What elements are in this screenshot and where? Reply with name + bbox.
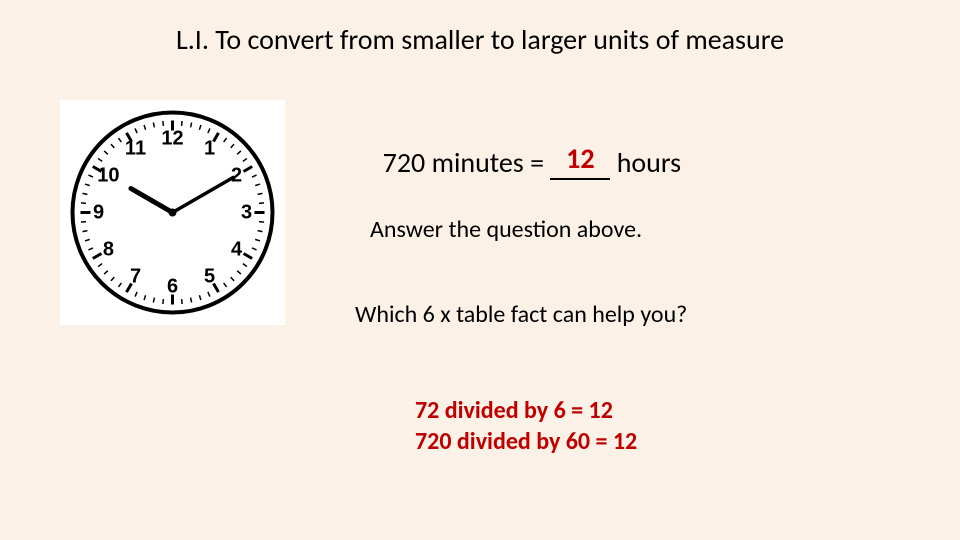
equation-answer: 12	[566, 141, 594, 176]
instruction-answer: Answer the question above.	[370, 215, 642, 244]
svg-text:1: 1	[204, 137, 215, 159]
svg-text:11: 11	[125, 137, 146, 159]
svg-text:5: 5	[204, 266, 215, 288]
svg-text:9: 9	[93, 202, 104, 224]
svg-text:4: 4	[231, 239, 243, 261]
clock-image: 123456789101112	[60, 100, 285, 325]
table-facts: 72 divided by 6 = 12 720 divided by 60 =…	[415, 395, 637, 457]
svg-text:6: 6	[167, 276, 178, 298]
svg-text:7: 7	[130, 266, 141, 288]
svg-text:10: 10	[97, 165, 119, 187]
svg-text:3: 3	[241, 202, 252, 224]
fact-line-2: 720 divided by 60 = 12	[415, 426, 637, 457]
page-title: L.I. To convert from smaller to larger u…	[0, 22, 960, 57]
conversion-equation: 720 minutes = 12 hours	[370, 110, 681, 182]
equation-lhs: 720 minutes =	[383, 145, 551, 180]
svg-text:12: 12	[161, 128, 183, 150]
svg-text:2: 2	[231, 165, 242, 187]
equation-rhs: hours	[610, 145, 681, 180]
instruction-which-fact: Which 6 x table fact can help you?	[355, 300, 687, 329]
svg-text:8: 8	[103, 239, 114, 261]
fact-line-1: 72 divided by 6 = 12	[415, 395, 637, 426]
